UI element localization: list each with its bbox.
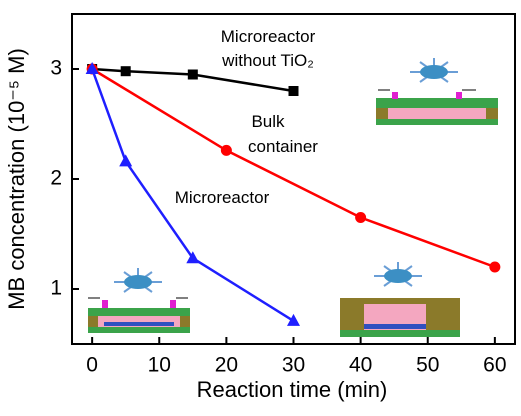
marker — [221, 145, 232, 156]
marker — [287, 314, 300, 326]
x-tick-label: 50 — [416, 354, 439, 377]
device-icon — [340, 262, 460, 337]
marker — [119, 154, 132, 166]
device-icon — [376, 58, 498, 125]
x-tick-label: 10 — [148, 354, 171, 377]
x-tick-label: 0 — [86, 354, 98, 377]
y-tick-label: 3 — [50, 57, 62, 80]
annotation: Microreactor — [175, 188, 270, 207]
marker — [188, 70, 198, 80]
marker — [355, 212, 366, 223]
marker — [121, 66, 131, 76]
x-tick-label: 30 — [282, 354, 305, 377]
annotation: container — [248, 137, 318, 156]
y-tick-label: 2 — [50, 167, 62, 190]
annotation: without TiO₂ — [221, 51, 314, 70]
marker — [289, 86, 299, 96]
annotation: Microreactor — [221, 27, 316, 46]
marker — [489, 262, 500, 273]
chart: Reaction time (min) MB concentration (10… — [0, 0, 521, 411]
x-tick-label: 40 — [349, 354, 372, 377]
y-axis-label: MB concentration (10⁻⁵ M) — [4, 48, 29, 310]
x-axis-label: Reaction time (min) — [197, 377, 388, 402]
annotation: Bulk — [251, 112, 285, 131]
x-tick-label: 20 — [215, 354, 238, 377]
y-tick-label: 1 — [50, 277, 62, 300]
x-tick-label: 60 — [483, 354, 506, 377]
device-icon — [88, 268, 190, 333]
